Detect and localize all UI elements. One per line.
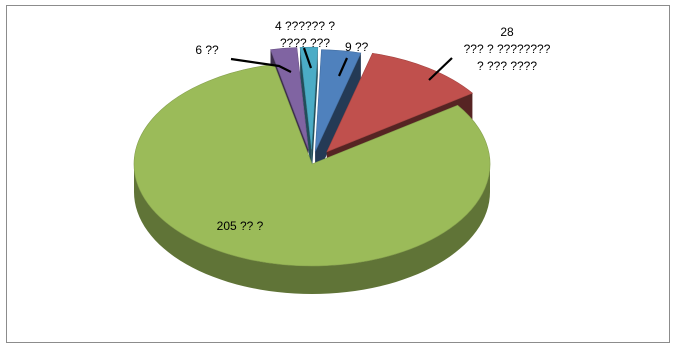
data-label-line: ???? ??? — [280, 36, 330, 50]
data-label-line: 28 — [500, 25, 514, 39]
pie-slice-0 — [314, 49, 362, 152]
leader-line-1 — [428, 57, 453, 81]
leader-line-0 — [337, 57, 349, 77]
data-label-line: 6 ?? — [195, 43, 219, 57]
pie-slice-1 — [326, 52, 473, 153]
data-label-3: 6 ?? — [195, 43, 219, 57]
data-label-2: 205 ?? ? — [217, 219, 264, 233]
slice-side — [134, 164, 490, 294]
chart-frame: 9 ?? 28 ??? ? ???????? ? ??? ???? 205 ?? ? 6 … — [6, 5, 670, 343]
data-label-line: 205 ?? ? — [217, 219, 264, 233]
data-label-0: 9 ?? — [345, 40, 369, 54]
data-label-line: 4 ?????? ? — [275, 19, 335, 33]
data-label-line: ? ??? ???? — [477, 59, 537, 73]
data-label-4: 4 ?????? ? ???? ??? — [275, 19, 335, 50]
leader-line-3 — [230, 57, 292, 73]
slice-edge — [311, 47, 318, 178]
leader-lines — [230, 47, 453, 81]
pie-chart: 9 ?? 28 ??? ? ???????? ? ??? ???? 205 ?? ? 6 … — [133, 19, 551, 294]
slice-edge — [315, 53, 361, 180]
data-label-line: 9 ?? — [345, 40, 369, 54]
pie-slice-2 — [133, 64, 491, 267]
pie-slice-3 — [270, 47, 309, 150]
data-label-1: 28 ??? ? ???????? ? ??? ???? — [464, 25, 551, 73]
data-labels: 9 ?? 28 ??? ? ???????? ? ??? ???? 205 ?? ? 6 … — [195, 19, 550, 233]
leader-line-4 — [302, 47, 313, 69]
pie-tops — [133, 46, 491, 267]
slice-edge — [300, 47, 312, 178]
pie-slice-4 — [299, 46, 319, 150]
data-label-line: ??? ? ???????? — [464, 42, 551, 56]
